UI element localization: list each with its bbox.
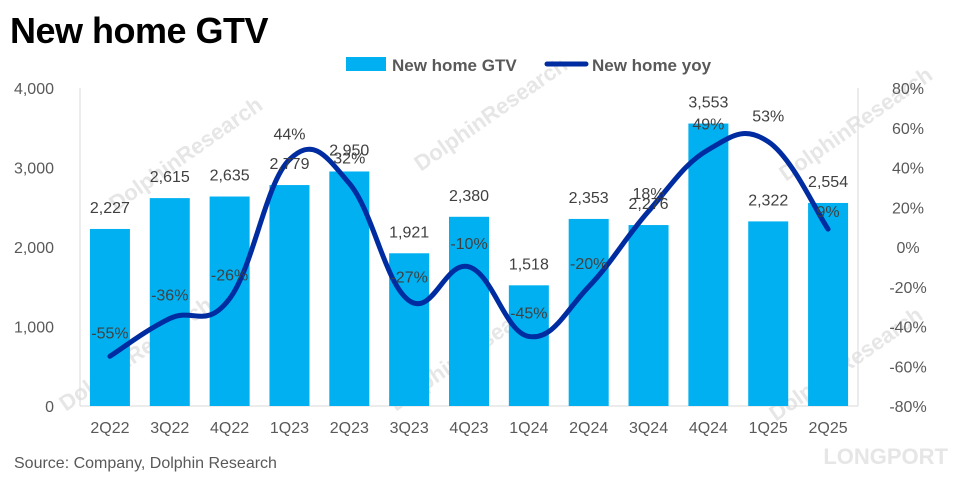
bar xyxy=(149,198,190,406)
bar-series xyxy=(89,123,849,406)
bar-value-label: 1,518 xyxy=(509,256,549,273)
y-right-tick-label: 20% xyxy=(892,200,924,217)
yoy-value-label: -10% xyxy=(450,236,487,253)
x-tick-label: 3Q22 xyxy=(150,420,189,437)
legend-label-line: New home yoy xyxy=(592,56,712,75)
legend-swatch-bar xyxy=(346,57,386,71)
x-tick-label: 2Q22 xyxy=(90,420,129,437)
bar-value-label: 2,554 xyxy=(808,174,848,191)
watermark-logo: LONGPORT xyxy=(823,444,948,469)
x-tick-label: 3Q23 xyxy=(390,420,429,437)
source-note: Source: Company, Dolphin Research xyxy=(14,455,277,472)
bar xyxy=(508,285,549,406)
chart-title: New home GTV xyxy=(10,10,269,51)
y-left-tick-label: 1,000 xyxy=(14,320,54,337)
data-labels: 2,227 2,615 2,635 2,779 2,950 1,921 2,380 1,518… xyxy=(90,95,848,343)
yoy-value-label: -45% xyxy=(510,305,547,322)
watermark-text: DolphinResearch xyxy=(54,292,217,416)
x-tick-label: 1Q23 xyxy=(270,420,309,437)
y-left-tick-label: 2,000 xyxy=(14,240,54,257)
bar-value-label: 2,615 xyxy=(150,169,190,186)
bar xyxy=(628,225,669,406)
line-series xyxy=(107,131,831,359)
y-right-tick-label: -60% xyxy=(889,359,926,376)
bar-value-label: 2,276 xyxy=(629,196,669,213)
x-tick-label: 2Q24 xyxy=(569,420,608,437)
x-tick-label: 1Q25 xyxy=(749,420,788,437)
y-right-tick-label: -80% xyxy=(889,399,926,416)
legend: New home GTV New home yoy xyxy=(346,56,712,75)
x-tick-label: 2Q23 xyxy=(330,420,369,437)
y-right-tick-label: 0% xyxy=(896,240,919,257)
yoy-value-label: 44% xyxy=(273,127,305,144)
bar xyxy=(688,123,729,406)
yoy-value-label: 9% xyxy=(817,204,840,221)
bar-value-label: 2,779 xyxy=(269,156,309,173)
bar-value-label: 2,635 xyxy=(210,168,250,185)
x-tick-label: 4Q22 xyxy=(210,420,249,437)
bar xyxy=(449,216,489,406)
bar xyxy=(808,202,849,406)
y-left-tick-label: 4,000 xyxy=(14,81,54,98)
bar-value-label: 2,322 xyxy=(748,192,788,209)
bar-value-label: 2,353 xyxy=(569,190,609,207)
bar-value-label: 1,921 xyxy=(389,224,429,241)
yoy-value-label: -27% xyxy=(390,270,427,287)
yoy-line xyxy=(107,131,831,359)
yoy-value-label: -36% xyxy=(151,288,188,305)
yoy-value-label: 53% xyxy=(752,109,784,126)
x-tick-label: 3Q24 xyxy=(629,420,668,437)
bar xyxy=(568,218,609,406)
yoy-value-label: 49% xyxy=(692,117,724,134)
yoy-value-label: -26% xyxy=(211,268,248,285)
y-right-tick-label: -40% xyxy=(889,320,926,337)
x-tick-label: 2Q25 xyxy=(809,420,848,437)
bar-value-label: 2,227 xyxy=(90,200,130,217)
x-tick-label: 4Q24 xyxy=(689,420,728,437)
legend-label-bar: New home GTV xyxy=(392,56,517,75)
yoy-value-label: 18% xyxy=(633,186,665,203)
bar-value-label: 2,950 xyxy=(329,142,369,159)
y-right-tick-label: -20% xyxy=(889,280,926,297)
yoy-value-label: -20% xyxy=(570,256,607,273)
bar-value-label: 3,553 xyxy=(688,95,728,112)
y-left-tick-label: 0 xyxy=(45,399,54,416)
x-tick-label: 1Q24 xyxy=(509,420,548,437)
bar xyxy=(389,253,430,406)
y-right-tick-label: 40% xyxy=(892,161,924,178)
yoy-value-label: 32% xyxy=(333,150,365,167)
yoy-value-label: -55% xyxy=(91,325,128,342)
bar xyxy=(269,185,310,406)
bar xyxy=(748,221,789,406)
bar xyxy=(89,228,130,406)
y-right-tick-label: 60% xyxy=(892,121,924,138)
x-tick-label: 4Q23 xyxy=(449,420,488,437)
y-right-tick-label: 80% xyxy=(892,81,924,98)
bar-value-label: 2,380 xyxy=(449,188,489,205)
y-left-tick-label: 3,000 xyxy=(14,161,54,178)
